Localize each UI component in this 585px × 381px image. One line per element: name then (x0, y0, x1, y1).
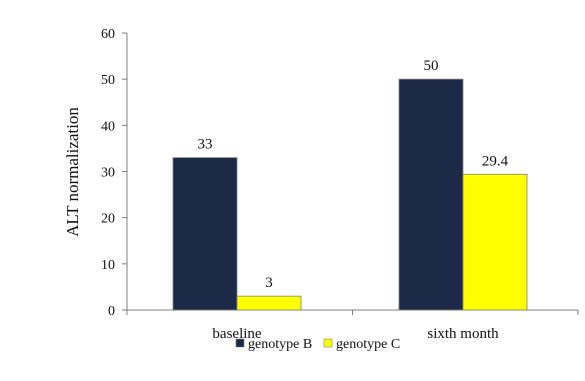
category-labels-group: baseline sixth month (212, 326, 499, 342)
legend-swatch (235, 338, 245, 348)
y-tick-label: 10 (101, 258, 115, 273)
legend-label: genotype B (248, 337, 312, 352)
legend-label: genotype C (336, 337, 400, 352)
y-tick-label: 20 (101, 212, 115, 227)
data-label: 3 (265, 275, 273, 291)
data-label: 33 (198, 137, 213, 153)
bar-genotype-b-baseline (172, 157, 238, 311)
bar-genotype-c-sixth-month (462, 173, 528, 311)
bars-group (172, 78, 528, 311)
category-label: baseline (212, 326, 261, 342)
x-axis (126, 309, 579, 315)
legend: genotype B genotype C (235, 337, 400, 352)
bar-genotype-b-sixth-month (398, 78, 464, 311)
y-axis: 0 10 20 30 40 50 60 (101, 27, 128, 319)
data-label: 29.4 (482, 153, 509, 169)
y-tick-label: 50 (101, 73, 115, 88)
category-label: sixth month (427, 326, 499, 342)
y-tick-label: 0 (108, 304, 115, 319)
data-label: 50 (424, 58, 439, 74)
bar-genotype-c-baseline (236, 295, 302, 311)
y-axis-title: ALT normalization (63, 107, 82, 237)
y-tick-label: 30 (101, 166, 115, 181)
y-tick-label: 40 (101, 119, 115, 134)
y-tick-label: 60 (101, 27, 115, 42)
legend-swatch (323, 338, 333, 348)
